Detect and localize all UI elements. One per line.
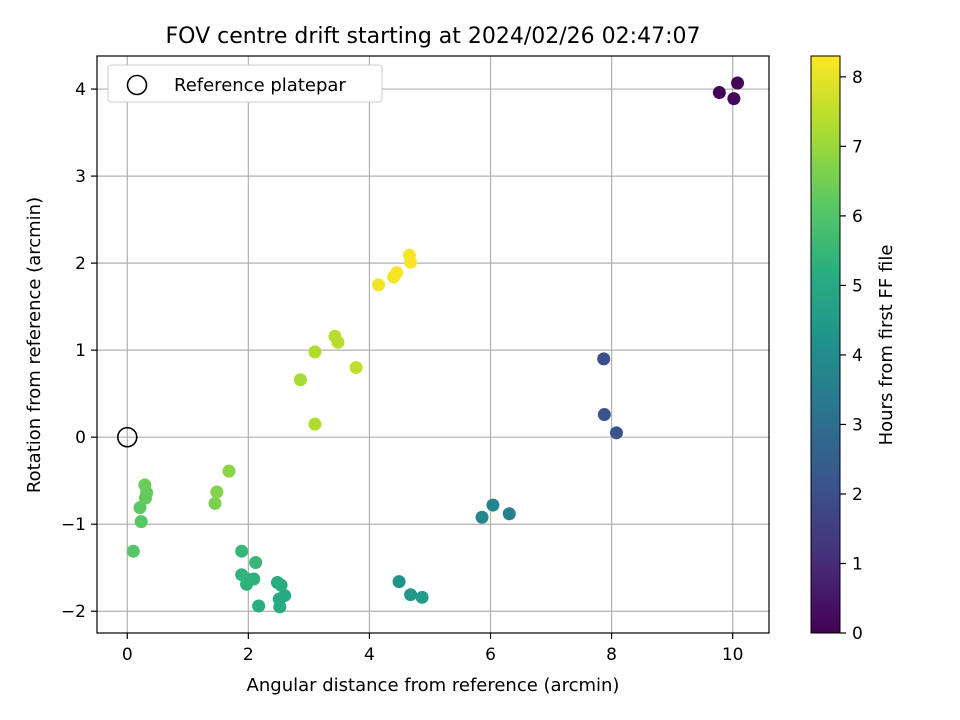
data-point (404, 588, 418, 602)
data-point (331, 335, 345, 349)
y-tick-label: 0 (75, 428, 86, 448)
data-point (134, 515, 148, 529)
data-point (609, 426, 623, 440)
data-point (502, 507, 516, 521)
data-point (597, 352, 611, 366)
data-point (222, 464, 236, 478)
scatter-points (126, 76, 745, 614)
data-point (308, 345, 322, 359)
data-point (274, 578, 288, 592)
data-point (126, 544, 140, 558)
colorbar-tick-label: 3 (852, 415, 863, 435)
data-point (390, 266, 404, 280)
colorbar-tick-label: 6 (852, 207, 863, 227)
x-tick-label: 0 (122, 645, 133, 665)
x-tick-label: 2 (243, 645, 254, 665)
data-point (133, 501, 147, 515)
colorbar-gradient (810, 55, 841, 634)
x-axis-ticks: 0 2 4 6 8 10 (122, 633, 744, 665)
data-point (293, 373, 307, 387)
data-point (486, 498, 500, 512)
y-tick-label: −2 (61, 602, 86, 622)
colorbar: 0 1 2 3 4 5 6 7 8 Hours from first FF file (810, 55, 897, 644)
data-point (475, 510, 489, 524)
data-point (235, 568, 249, 582)
data-point (404, 255, 418, 269)
colorbar-label: Hours from first FF file (876, 245, 897, 446)
legend-marker-icon (126, 74, 148, 96)
colorbar-tick-label: 5 (852, 276, 863, 296)
x-axis-label: Angular distance from reference (arcmin) (247, 675, 620, 696)
x-tick-label: 8 (606, 645, 617, 665)
data-point (597, 408, 611, 422)
data-point (731, 76, 745, 90)
data-point (273, 600, 287, 614)
colorbar-tick-label: 4 (852, 346, 863, 366)
x-tick-label: 4 (364, 645, 375, 665)
colorbar-tick-label: 2 (852, 485, 863, 505)
data-point (308, 417, 322, 431)
legend: Reference platepar (107, 64, 383, 103)
data-point (712, 86, 726, 100)
data-point (415, 590, 429, 604)
data-point (249, 556, 263, 570)
data-point (138, 478, 152, 492)
y-tick-label: 1 (75, 341, 86, 361)
data-point (392, 575, 406, 589)
data-point (349, 361, 363, 375)
chart-title: FOV centre drift starting at 2024/02/26 … (166, 24, 701, 49)
colorbar-tick-label: 7 (852, 137, 863, 157)
data-point (138, 491, 152, 505)
data-point (210, 485, 224, 499)
y-axis-ticks: −2 −1 0 1 2 3 4 (61, 80, 97, 622)
colorbar-tick-label: 1 (852, 554, 863, 574)
legend-label: Reference platepar (174, 75, 346, 96)
plot-frame (96, 55, 770, 634)
y-axis-label: Rotation from reference (arcmin) (24, 197, 45, 493)
colorbar-tick-label: 0 (852, 624, 863, 644)
legend-box (107, 64, 383, 103)
x-tick-label: 10 (722, 645, 744, 665)
colorbar-tick-label: 8 (852, 68, 863, 88)
y-tick-label: 4 (75, 80, 86, 100)
y-tick-label: 2 (75, 254, 86, 274)
data-point (372, 278, 386, 292)
data-point (727, 92, 741, 106)
reference-marker (116, 426, 138, 448)
x-tick-label: 6 (485, 645, 496, 665)
data-point (208, 496, 222, 510)
data-point (252, 599, 266, 613)
y-tick-label: −1 (61, 515, 86, 535)
data-point (235, 544, 249, 558)
y-tick-label: 3 (75, 167, 86, 187)
colorbar-ticks: 0 1 2 3 4 5 6 7 8 (840, 68, 863, 644)
grid (97, 56, 769, 633)
